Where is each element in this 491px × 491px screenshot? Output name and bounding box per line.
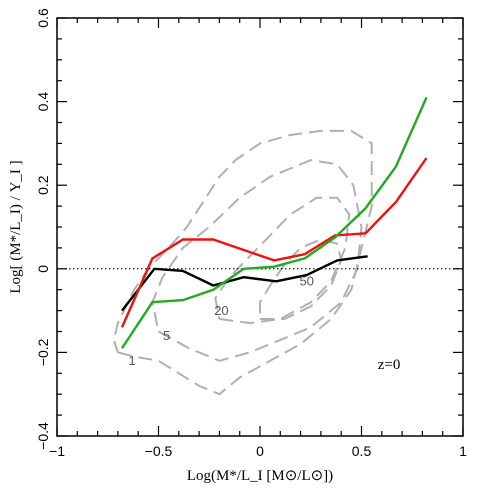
contour-5 bbox=[151, 159, 363, 362]
series-line-red bbox=[120, 157, 428, 328]
series-line-green bbox=[120, 96, 428, 349]
contour-20 bbox=[214, 196, 351, 325]
tick-labels: −1 −0.5 0 0.5 1 −0.4 −0.2 0 0.2 0.4 0.6 bbox=[35, 8, 467, 459]
x-tick-label: 0 bbox=[256, 443, 264, 459]
series-line-black bbox=[121, 255, 368, 312]
x-tick-label: −0.5 bbox=[145, 443, 173, 459]
plot-frame bbox=[56, 17, 464, 437]
contour-label-1: 1 bbox=[128, 353, 135, 368]
x-tick-label: −1 bbox=[49, 443, 65, 459]
contour-lines bbox=[112, 129, 373, 396]
y-tick-label: −0.4 bbox=[35, 422, 51, 450]
y-tick-label: −0.2 bbox=[35, 338, 51, 366]
data-series bbox=[120, 96, 428, 349]
y-tick-label: 0 bbox=[35, 265, 51, 273]
x-tick-label: 0.5 bbox=[352, 443, 372, 459]
axis-ticks bbox=[56, 17, 464, 437]
contour-label-50: 50 bbox=[299, 274, 313, 289]
y-tick-label: 0.2 bbox=[35, 175, 51, 195]
contour-labels: 1 5 20 50 bbox=[128, 274, 313, 368]
x-axis-label: Log(M*/L_I [M⊙/L⊙]) bbox=[187, 468, 333, 484]
contour-label-20: 20 bbox=[214, 303, 228, 318]
y-tick-label: 0.6 bbox=[35, 8, 51, 28]
x-tick-label: 1 bbox=[459, 443, 467, 459]
redshift-annotation: z=0 bbox=[378, 357, 401, 373]
y-tick-label: 0.4 bbox=[35, 92, 51, 112]
contour-1 bbox=[112, 129, 373, 396]
y-axis-label: Log[ (M*/L_I) / Υ_I ] bbox=[8, 160, 24, 293]
contour-label-5: 5 bbox=[163, 328, 170, 343]
